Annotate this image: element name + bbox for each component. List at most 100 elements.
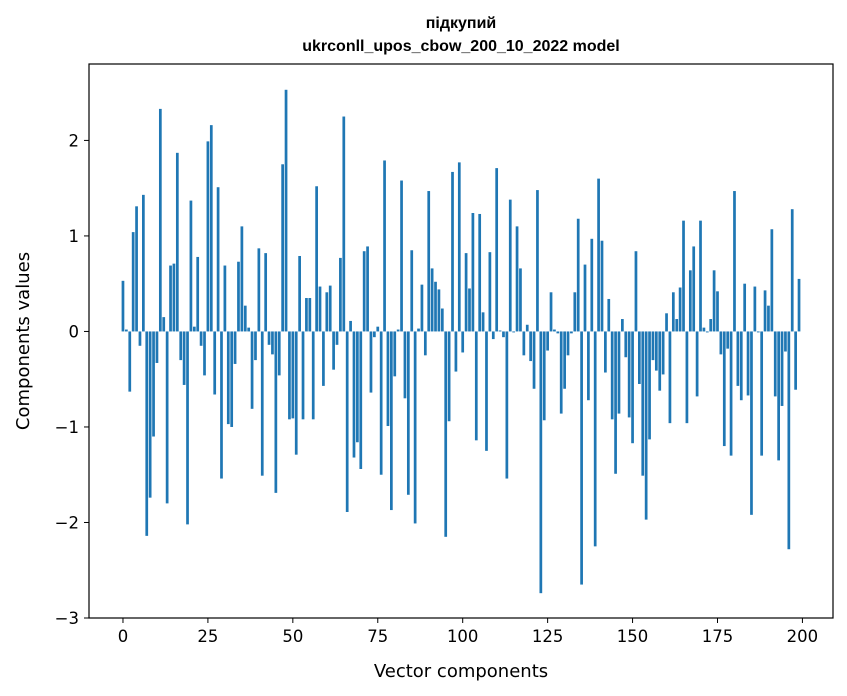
bar (478, 213, 482, 332)
bar (604, 331, 607, 373)
bar (383, 160, 386, 332)
bar (206, 141, 210, 332)
bar (658, 331, 662, 391)
bar (349, 320, 352, 332)
bar (593, 331, 597, 547)
bar (162, 317, 166, 332)
chart-title-line1: підкупий (426, 15, 497, 32)
bar (125, 329, 128, 332)
x-tick-label: 200 (787, 627, 819, 646)
x-tick-label: 75 (367, 627, 388, 646)
bar (587, 331, 590, 401)
bar (437, 289, 441, 332)
bar (760, 331, 764, 456)
bar (301, 331, 305, 420)
bar (566, 331, 570, 356)
bar (621, 319, 624, 332)
bar (651, 331, 655, 361)
bar (638, 331, 641, 384)
bar (671, 292, 675, 332)
bar (379, 331, 383, 475)
bar (393, 331, 397, 377)
bar (420, 284, 424, 332)
bar (678, 287, 682, 332)
bar (230, 331, 234, 427)
bar (790, 209, 794, 332)
bar (328, 285, 332, 332)
bar (597, 178, 600, 332)
bar (505, 331, 509, 479)
bar (631, 331, 634, 444)
bar (712, 270, 716, 332)
bar (512, 331, 516, 333)
bar (536, 190, 539, 332)
bar (430, 268, 434, 332)
x-tick-label: 50 (282, 627, 303, 646)
bar (142, 194, 145, 332)
bar (281, 164, 284, 332)
bar (719, 331, 723, 355)
bar (454, 331, 458, 372)
bar (607, 298, 611, 332)
bar (175, 152, 179, 332)
bar (311, 331, 315, 420)
bar (471, 213, 475, 332)
bar (743, 283, 747, 332)
bar (128, 331, 132, 392)
bar (315, 186, 318, 332)
bar (417, 328, 420, 332)
bar (172, 263, 176, 332)
bar (335, 331, 339, 345)
x-axis-label: Vector components (374, 661, 548, 682)
bar (189, 200, 193, 332)
bar (396, 329, 400, 332)
bar (148, 331, 152, 498)
bar (247, 327, 251, 332)
bar (692, 246, 696, 332)
bar (196, 256, 200, 332)
bar (165, 331, 169, 504)
y-tick-label: 2 (69, 131, 80, 150)
bar (267, 331, 271, 345)
bar (583, 264, 587, 332)
bar (288, 331, 291, 420)
y-axis-label: Components values (13, 252, 34, 430)
bar (726, 331, 730, 349)
bar (733, 191, 736, 332)
bar (461, 331, 465, 353)
bar (131, 232, 135, 332)
bar (709, 319, 713, 332)
bar (182, 331, 186, 385)
bar (373, 331, 376, 338)
bar (699, 220, 702, 332)
bar (502, 331, 505, 338)
bar (777, 331, 780, 461)
bar (529, 331, 532, 362)
bar (390, 331, 393, 511)
bar (627, 331, 631, 418)
bar (277, 331, 281, 376)
bar (773, 331, 777, 397)
bar (716, 291, 719, 332)
bar (427, 191, 431, 332)
bar (332, 331, 335, 370)
bar (559, 331, 563, 414)
bar (318, 286, 322, 332)
bar (413, 331, 417, 524)
bar (233, 331, 237, 364)
bar (688, 270, 692, 332)
bar (342, 116, 346, 332)
bar (400, 180, 403, 332)
bar (152, 331, 155, 437)
bar (576, 218, 580, 332)
bar (546, 331, 549, 351)
bar (410, 250, 414, 332)
bar (223, 265, 227, 332)
bar (641, 331, 645, 476)
chart-title-line2: ukrconll_upos_cbow_200_10_2022 model (302, 38, 619, 55)
bar (213, 331, 217, 395)
bar (617, 331, 621, 414)
bar (610, 331, 614, 420)
